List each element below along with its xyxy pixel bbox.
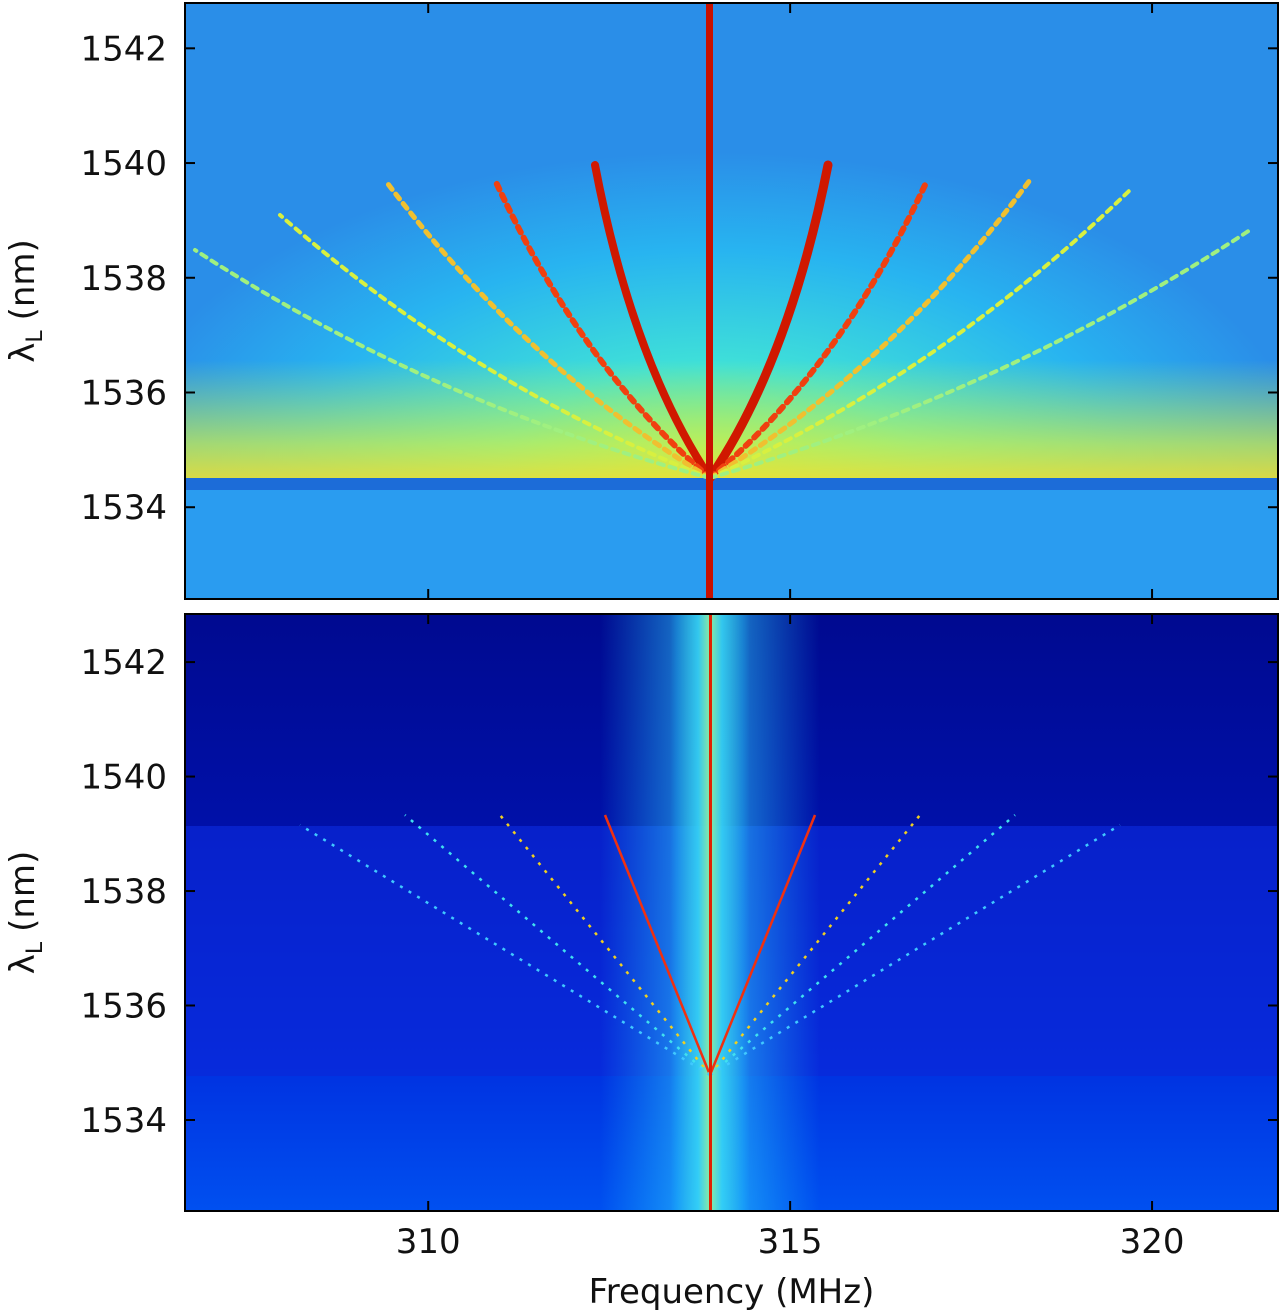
y-tick-label: 1534 (80, 488, 167, 528)
heatmap-texture (299, 823, 711, 1077)
y-tick-label: 1536 (80, 373, 167, 413)
plot-frame (184, 613, 1279, 1212)
y-tick-label: 1538 (80, 259, 167, 299)
y-tick-label: 1542 (80, 643, 167, 683)
y-axis-label: λL (nm) (3, 239, 48, 363)
y-axis-label-subscript: L (23, 941, 48, 954)
x-axis-label: Frequency (MHz) (589, 1272, 875, 1312)
heatmap-texture (709, 814, 1016, 1076)
heatmap-texture (708, 814, 817, 1076)
x-tick-label: 315 (758, 1222, 823, 1262)
y-axis-label: λL (nm) (3, 851, 48, 975)
y-axis-label-subscript: L (23, 330, 48, 343)
y-tick-label: 1536 (80, 987, 167, 1027)
heatmap-texture (492, 177, 713, 481)
heatmap-top (185, 3, 1278, 599)
y-tick-label: 1540 (80, 758, 167, 798)
heatmap-texture (709, 823, 1121, 1077)
y-tick-label: 1540 (80, 144, 167, 184)
y-tick-label: 1538 (80, 872, 167, 912)
heatmap-texture (278, 213, 712, 480)
plot-frame (184, 2, 1279, 600)
heatmap-texture (707, 177, 1033, 481)
y-tick-label: 1534 (80, 1101, 167, 1141)
y-axis-label-symbol: λ (3, 343, 43, 363)
x-tick-label: 320 (1120, 1222, 1185, 1262)
heatmap-texture (193, 248, 712, 480)
heatmap-texture (382, 177, 713, 481)
heatmap-texture (603, 814, 712, 1076)
heatmap-texture (591, 161, 714, 482)
heatmap-texture (707, 182, 928, 481)
y-axis-label-unit: (nm) (3, 239, 43, 320)
heatmap-texture (404, 814, 711, 1076)
heatmap-texture (705, 160, 833, 483)
heatmap-texture (708, 188, 1132, 480)
x-tick-label: 310 (396, 1222, 461, 1262)
y-axis-label-unit: (nm) (3, 851, 43, 932)
y-axis-label-symbol: λ (3, 954, 43, 974)
y-tick-label: 1542 (80, 29, 167, 69)
heatmap-texture (708, 228, 1252, 480)
heatmap-bottom (185, 614, 1278, 1211)
